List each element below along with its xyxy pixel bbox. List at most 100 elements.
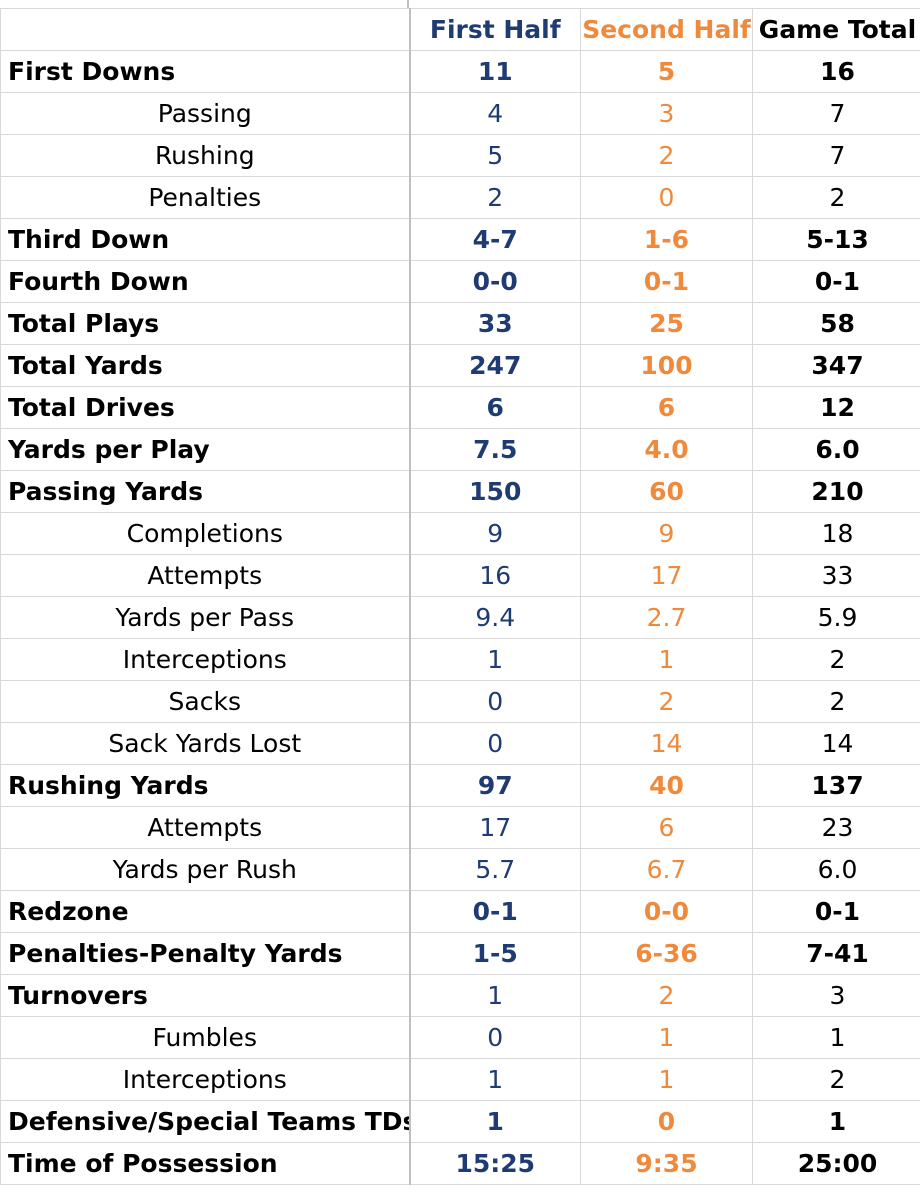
game-total-cell[interactable]: 16 [752,50,920,93]
game-total-cell[interactable]: 23 [752,806,920,849]
game-total-cell[interactable]: 25:00 [752,1142,920,1185]
second-half-cell[interactable]: 25 [580,302,753,345]
second-half-cell[interactable]: 100 [580,344,753,387]
game-total-cell[interactable]: 7-41 [752,932,920,975]
second-half-cell[interactable]: 2 [580,974,753,1017]
row-label-cell[interactable]: Yards per Rush [0,848,411,891]
row-label-cell[interactable]: Fourth Down [0,260,411,303]
row-label-cell[interactable]: Rushing [0,134,411,177]
game-total-cell[interactable]: 210 [752,470,920,513]
second-half-cell[interactable]: 1 [580,1058,753,1101]
game-total-cell[interactable]: 58 [752,302,920,345]
row-label-cell[interactable]: Sacks [0,680,411,723]
first-half-cell[interactable]: 9 [409,512,581,555]
row-label-cell[interactable]: Time of Possession [0,1142,411,1185]
row-label-cell[interactable]: Yards per Pass [0,596,411,639]
game-total-cell[interactable]: 12 [752,386,920,429]
row-label-cell[interactable]: Total Yards [0,344,411,387]
row-label-cell[interactable]: Attempts [0,554,411,597]
game-total-cell[interactable]: 347 [752,344,920,387]
row-label-cell[interactable]: Attempts [0,806,411,849]
first-half-cell[interactable]: 0 [409,680,581,723]
row-label-cell[interactable]: Third Down [0,218,411,261]
game-total-cell[interactable]: 5-13 [752,218,920,261]
first-half-cell[interactable]: 0 [409,722,581,765]
first-half-cell[interactable]: 0 [409,1016,581,1059]
first-half-cell[interactable]: 1 [409,638,581,681]
game-total-cell[interactable]: 1 [752,1100,920,1143]
row-label-cell[interactable]: Passing Yards [0,470,411,513]
first-half-cell[interactable]: 5 [409,134,581,177]
game-total-cell[interactable]: 14 [752,722,920,765]
second-half-cell[interactable]: 17 [580,554,753,597]
row-label-cell[interactable]: Fumbles [0,1016,411,1059]
first-half-cell[interactable]: 15:25 [409,1142,581,1185]
row-label-cell[interactable]: Sack Yards Lost [0,722,411,765]
row-label-cell[interactable]: Penalties [0,176,411,219]
first-half-cell[interactable]: 1-5 [409,932,581,975]
first-half-cell[interactable]: 9.4 [409,596,581,639]
first-half-cell[interactable]: 11 [409,50,581,93]
game-total-cell[interactable]: 18 [752,512,920,555]
second-half-cell[interactable]: 9:35 [580,1142,753,1185]
second-half-cell[interactable]: 40 [580,764,753,807]
second-half-cell[interactable]: 0 [580,176,753,219]
game-total-cell[interactable]: 2 [752,680,920,723]
first-half-cell[interactable]: 17 [409,806,581,849]
game-total-cell[interactable]: 6.0 [752,428,920,471]
row-label-cell[interactable]: Penalties-Penalty Yards [0,932,411,975]
second-half-cell[interactable]: 9 [580,512,753,555]
first-half-cell[interactable]: 6 [409,386,581,429]
header-first-half[interactable]: First Half [409,8,581,51]
game-total-cell[interactable]: 137 [752,764,920,807]
row-label-cell[interactable]: Completions [0,512,411,555]
game-total-cell[interactable]: 0-1 [752,260,920,303]
first-half-cell[interactable]: 0-1 [409,890,581,933]
second-half-cell[interactable]: 2.7 [580,596,753,639]
second-half-cell[interactable]: 0-1 [580,260,753,303]
first-half-cell[interactable]: 1 [409,1058,581,1101]
row-label-cell[interactable]: Rushing Yards [0,764,411,807]
second-half-cell[interactable]: 0-0 [580,890,753,933]
row-label-cell[interactable]: Defensive/Special Teams TDs [0,1100,411,1143]
game-total-cell[interactable]: 2 [752,176,920,219]
first-half-cell[interactable]: 0-0 [409,260,581,303]
first-half-cell[interactable]: 5.7 [409,848,581,891]
first-half-cell[interactable]: 16 [409,554,581,597]
first-half-cell[interactable]: 97 [409,764,581,807]
first-half-cell[interactable]: 33 [409,302,581,345]
header-label-cell[interactable] [0,8,411,51]
first-half-cell[interactable]: 4 [409,92,581,135]
row-label-cell[interactable]: Redzone [0,890,411,933]
row-label-cell[interactable]: Total Plays [0,302,411,345]
second-half-cell[interactable]: 1 [580,1016,753,1059]
game-total-cell[interactable]: 7 [752,134,920,177]
game-total-cell[interactable]: 5.9 [752,596,920,639]
header-second-half[interactable]: Second Half [580,8,753,51]
first-half-cell[interactable]: 1 [409,974,581,1017]
row-label-cell[interactable]: Interceptions [0,638,411,681]
game-total-cell[interactable]: 6.0 [752,848,920,891]
second-half-cell[interactable]: 60 [580,470,753,513]
second-half-cell[interactable]: 2 [580,680,753,723]
first-half-cell[interactable]: 4-7 [409,218,581,261]
header-game-total[interactable]: Game Total [752,8,920,51]
game-total-cell[interactable]: 1 [752,1016,920,1059]
second-half-cell[interactable]: 1-6 [580,218,753,261]
game-total-cell[interactable]: 2 [752,638,920,681]
second-half-cell[interactable]: 6 [580,806,753,849]
second-half-cell[interactable]: 2 [580,134,753,177]
row-label-cell[interactable]: Yards per Play [0,428,411,471]
second-half-cell[interactable]: 6 [580,386,753,429]
second-half-cell[interactable]: 5 [580,50,753,93]
first-half-cell[interactable]: 247 [409,344,581,387]
row-label-cell[interactable]: First Downs [0,50,411,93]
second-half-cell[interactable]: 1 [580,638,753,681]
second-half-cell[interactable]: 3 [580,92,753,135]
game-total-cell[interactable]: 3 [752,974,920,1017]
second-half-cell[interactable]: 14 [580,722,753,765]
row-label-cell[interactable]: Turnovers [0,974,411,1017]
game-total-cell[interactable]: 7 [752,92,920,135]
row-label-cell[interactable]: Total Drives [0,386,411,429]
first-half-cell[interactable]: 1 [409,1100,581,1143]
